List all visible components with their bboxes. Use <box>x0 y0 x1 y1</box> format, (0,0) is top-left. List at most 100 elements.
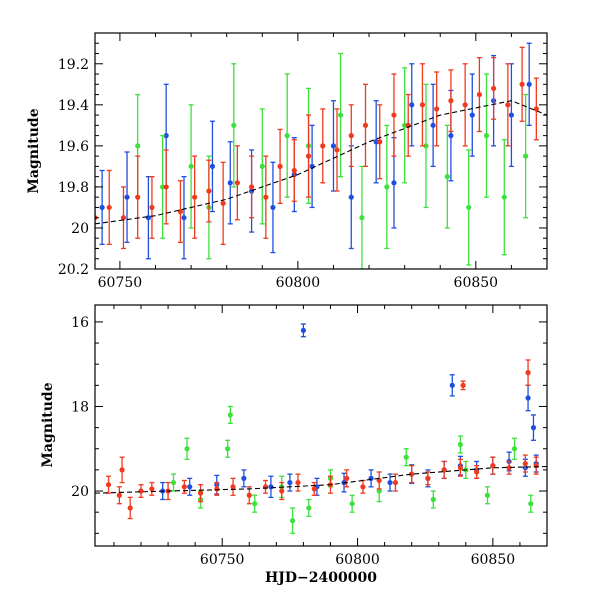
y-tick-label: 18 <box>71 399 89 415</box>
data-point-red <box>505 63 511 147</box>
bottom-panel-xlabel: HJD−2400000 <box>265 570 377 586</box>
top-panel-ylabel: Magnitude <box>26 108 42 193</box>
data-point-red <box>362 83 369 168</box>
data-point-red <box>305 114 312 198</box>
top-panel: 60750 60800 60850 19.2 19.4 19.6 19.8 20 20.2 Ma… <box>26 32 548 291</box>
x-tick-label: 60850 <box>471 552 516 568</box>
data-point-blue <box>368 469 374 488</box>
data-point-red <box>519 46 525 122</box>
data-point-blue <box>270 161 276 254</box>
data-point-red <box>490 456 496 475</box>
model-curve <box>95 465 547 494</box>
data-point-blue <box>187 477 193 496</box>
data-point-red <box>279 481 285 501</box>
data-point-green <box>184 437 190 460</box>
data-point-blue <box>430 83 436 168</box>
data-point-red <box>491 56 497 120</box>
data-point-red <box>441 460 447 480</box>
x-tick-label: 60850 <box>454 275 499 291</box>
data-point-red <box>462 63 468 147</box>
data-point-green <box>160 134 166 239</box>
bottom-panel-ticks: 60750 60800 60850 16 18 20 <box>71 305 548 568</box>
data-point-red <box>149 176 155 239</box>
data-point-green <box>444 124 450 229</box>
x-tick-label: 60800 <box>276 275 321 291</box>
data-point-green <box>349 494 355 513</box>
data-point-blue <box>268 475 274 499</box>
data-point-blue <box>449 374 455 397</box>
data-point-blue <box>287 473 293 492</box>
data-point-blue <box>124 151 130 243</box>
data-point-red <box>348 104 354 168</box>
data-point-green <box>289 507 296 534</box>
y-tick-label: 19.4 <box>58 98 89 114</box>
data-point-blue <box>469 73 475 157</box>
data-point-red <box>460 380 466 391</box>
data-point-red <box>311 481 317 496</box>
data-point-red <box>248 155 255 219</box>
data-point-red <box>320 108 326 184</box>
data-point-green <box>384 124 390 250</box>
y-tick-label: 19.2 <box>58 57 89 73</box>
model-curve <box>95 100 547 225</box>
data-point-red <box>533 77 539 141</box>
data-point-red <box>506 460 512 475</box>
data-point-red <box>138 484 144 499</box>
data-point-red <box>105 475 112 494</box>
data-point-green <box>259 108 265 225</box>
data-point-red <box>425 471 431 486</box>
data-point-green <box>284 73 290 198</box>
y-tick-label: 16 <box>71 315 89 331</box>
data-point-red <box>391 73 397 157</box>
data-point-red <box>197 484 204 503</box>
top-panel-ticks: 60750 60800 60850 19.2 19.4 19.6 19.8 20 20.2 <box>58 32 548 291</box>
data-point-red <box>119 456 125 484</box>
y-tick-label: 20.2 <box>58 262 89 278</box>
data-point-red <box>392 473 399 492</box>
data-point-red <box>263 155 269 239</box>
data-point-blue <box>373 100 379 184</box>
data-point-red <box>448 69 454 133</box>
data-point-blue <box>181 176 187 260</box>
data-point-blue <box>387 473 393 492</box>
data-point-red <box>135 155 141 239</box>
x-tick-label: 60750 <box>98 275 143 291</box>
data-point-red <box>291 139 297 202</box>
data-point-blue <box>241 469 247 488</box>
data-point-green <box>501 139 507 256</box>
data-point-blue <box>330 100 337 192</box>
data-point-blue <box>530 414 537 441</box>
plot-area <box>95 42 547 269</box>
data-point-red <box>344 469 350 488</box>
data-point-green <box>252 494 258 513</box>
bottom-panel-marks <box>95 323 547 534</box>
bottom-panel-frame <box>94 304 548 547</box>
top-panel-frame <box>94 32 548 270</box>
data-point-green <box>225 439 231 458</box>
data-point-blue <box>409 63 415 147</box>
data-point-green <box>188 104 194 229</box>
plot-area <box>95 323 547 534</box>
data-point-blue <box>525 384 531 412</box>
data-point-red <box>192 155 198 239</box>
data-point-green <box>423 83 429 209</box>
data-point-red <box>419 63 426 147</box>
data-point-red <box>246 486 252 505</box>
data-point-green <box>402 67 408 184</box>
data-point-green <box>170 473 177 492</box>
data-point-green <box>484 486 491 505</box>
data-point-green <box>430 490 436 509</box>
data-point-red <box>120 186 127 250</box>
data-point-red <box>262 479 269 494</box>
data-point-red <box>457 458 463 477</box>
data-point-blue <box>209 120 216 213</box>
data-point-green <box>403 448 409 467</box>
data-point-red <box>177 180 184 243</box>
data-point-red <box>116 486 122 505</box>
data-point-red <box>474 465 480 480</box>
bottom-panel: 60750 60800 60850 16 18 20 Magnitude HJD−2400… <box>40 304 548 586</box>
data-point-green <box>466 149 472 266</box>
y-tick-label: 19.6 <box>58 139 89 155</box>
data-point-green <box>337 52 344 178</box>
